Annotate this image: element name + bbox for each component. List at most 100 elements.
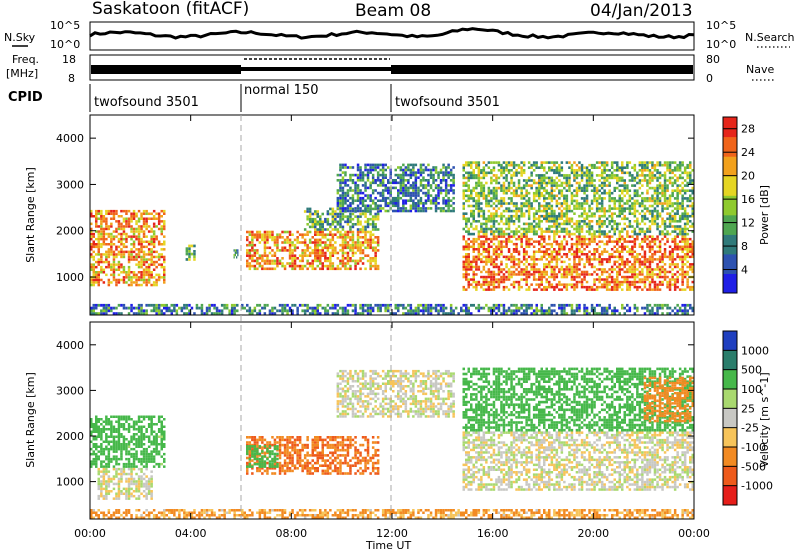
echo-cell-7 (477, 163, 481, 167)
echo-cell-7 (573, 207, 576, 210)
echo-cell-6 (676, 280, 679, 284)
echo-cell-8 (256, 312, 259, 315)
echo-cell-0 (142, 260, 146, 264)
echo-cell-7 (623, 214, 626, 218)
echo-cell-7 (470, 176, 473, 180)
echo-cell-7 (671, 217, 674, 221)
echo-cell-7 (666, 161, 669, 164)
echo-cell-3 (324, 264, 327, 268)
echo-cell-6 (646, 265, 649, 269)
echo-cell-6 (475, 240, 478, 243)
echo-cell-6 (568, 235, 571, 238)
echo-cell-6 (658, 280, 662, 284)
echo-cell-3 (351, 259, 355, 263)
echo-cell-3 (291, 267, 294, 271)
echo-cell-7 (631, 225, 634, 228)
echo-cell-6 (621, 242, 624, 246)
echo-cell-0 (92, 232, 95, 236)
echo-cell-0 (160, 220, 163, 223)
echo-cell-8 (329, 306, 332, 310)
echo-cell-7 (636, 176, 639, 180)
echo-cell-7 (643, 230, 647, 233)
echo-cell-7 (525, 230, 528, 233)
echo-cell-7 (603, 214, 606, 218)
echo-cell-4 (374, 223, 377, 226)
echo-cell-0 (100, 271, 103, 274)
echo-cell-8 (163, 303, 166, 307)
echo-cell-7 (502, 171, 506, 175)
echo-cell-6 (570, 278, 574, 281)
echo-cell-3 (291, 254, 294, 257)
echo-cell-7 (532, 161, 536, 164)
echo-cell-5 (379, 207, 382, 210)
echo-cell-5 (444, 202, 448, 205)
echo-cell-7 (666, 184, 669, 187)
echo-cell-3 (283, 246, 287, 250)
echo-cell-7 (517, 186, 521, 190)
echo-cell-5 (402, 168, 405, 172)
echo-cell-7 (610, 227, 614, 231)
echo-cell-6 (681, 245, 684, 248)
echo-cell-6 (507, 278, 511, 281)
echo-cell-6 (555, 275, 559, 279)
echo-cell-6 (472, 278, 475, 281)
echo-cell-7 (487, 161, 491, 164)
echo-cell-7 (520, 161, 523, 164)
echo-cell-7 (616, 222, 619, 226)
echo-cell-7 (610, 166, 614, 169)
echo-cell-6 (475, 285, 478, 289)
echo-cell-4 (336, 212, 340, 216)
echo-cell-7 (598, 184, 601, 187)
echo-cell-7 (538, 166, 541, 169)
echo-cell-7 (495, 161, 498, 164)
freq-panel-frame (89, 54, 695, 81)
echo-cell-6 (520, 270, 523, 274)
echo-cell-4 (349, 217, 352, 221)
echo-cell-7 (490, 176, 493, 180)
echo-cell-3 (251, 254, 254, 257)
echo-cell-3 (346, 236, 350, 239)
echo-cell-7 (462, 214, 465, 218)
echo-cell-7 (643, 176, 647, 180)
echo-cell-5 (366, 194, 370, 197)
echo-cell-6 (492, 263, 496, 266)
echo-cell-6 (578, 242, 581, 246)
echo-cell-7 (532, 220, 536, 223)
echo-cell-6 (545, 242, 548, 246)
echo-cell-7 (575, 222, 579, 226)
echo-cell-7 (575, 199, 579, 203)
echo-cell-6 (603, 280, 606, 284)
echo-cell-6 (671, 268, 674, 271)
echo-cell-7 (502, 191, 506, 195)
echo-cell-5 (392, 186, 395, 190)
echo-cell-5 (417, 176, 420, 179)
echo-cell-3 (346, 243, 350, 247)
echo-cell-7 (512, 202, 516, 205)
echo-cell-5 (434, 184, 438, 187)
echo-cell-6 (681, 270, 684, 274)
echo-cell-3 (334, 246, 337, 250)
echo-cell-7 (658, 184, 662, 187)
echo-cell-6 (641, 248, 644, 251)
echo-cell-8 (283, 303, 287, 307)
echo-cell-5 (417, 189, 420, 192)
echo-cell-7 (565, 230, 569, 233)
echo-cell-7 (653, 169, 657, 172)
echo-cell-7 (681, 217, 684, 221)
echo-cell-0 (90, 235, 93, 238)
echo-cell-8 (208, 306, 211, 310)
echo-cell-7 (686, 176, 689, 180)
echo-cell-6 (621, 235, 624, 238)
echo-cell-7 (628, 179, 632, 182)
echo-cell-7 (689, 194, 692, 198)
echo-cell-7 (538, 184, 541, 187)
echo-cell-3 (364, 267, 367, 271)
echo-cell-7 (490, 204, 493, 208)
echo-cell-4 (349, 228, 352, 231)
echo-cell-6 (487, 237, 491, 241)
echo-cell-5 (452, 184, 455, 187)
echo-cell-5 (437, 207, 440, 210)
echo-cell-5 (432, 202, 435, 205)
echo-cell-7 (683, 212, 687, 215)
echo-cell-7 (646, 217, 649, 221)
